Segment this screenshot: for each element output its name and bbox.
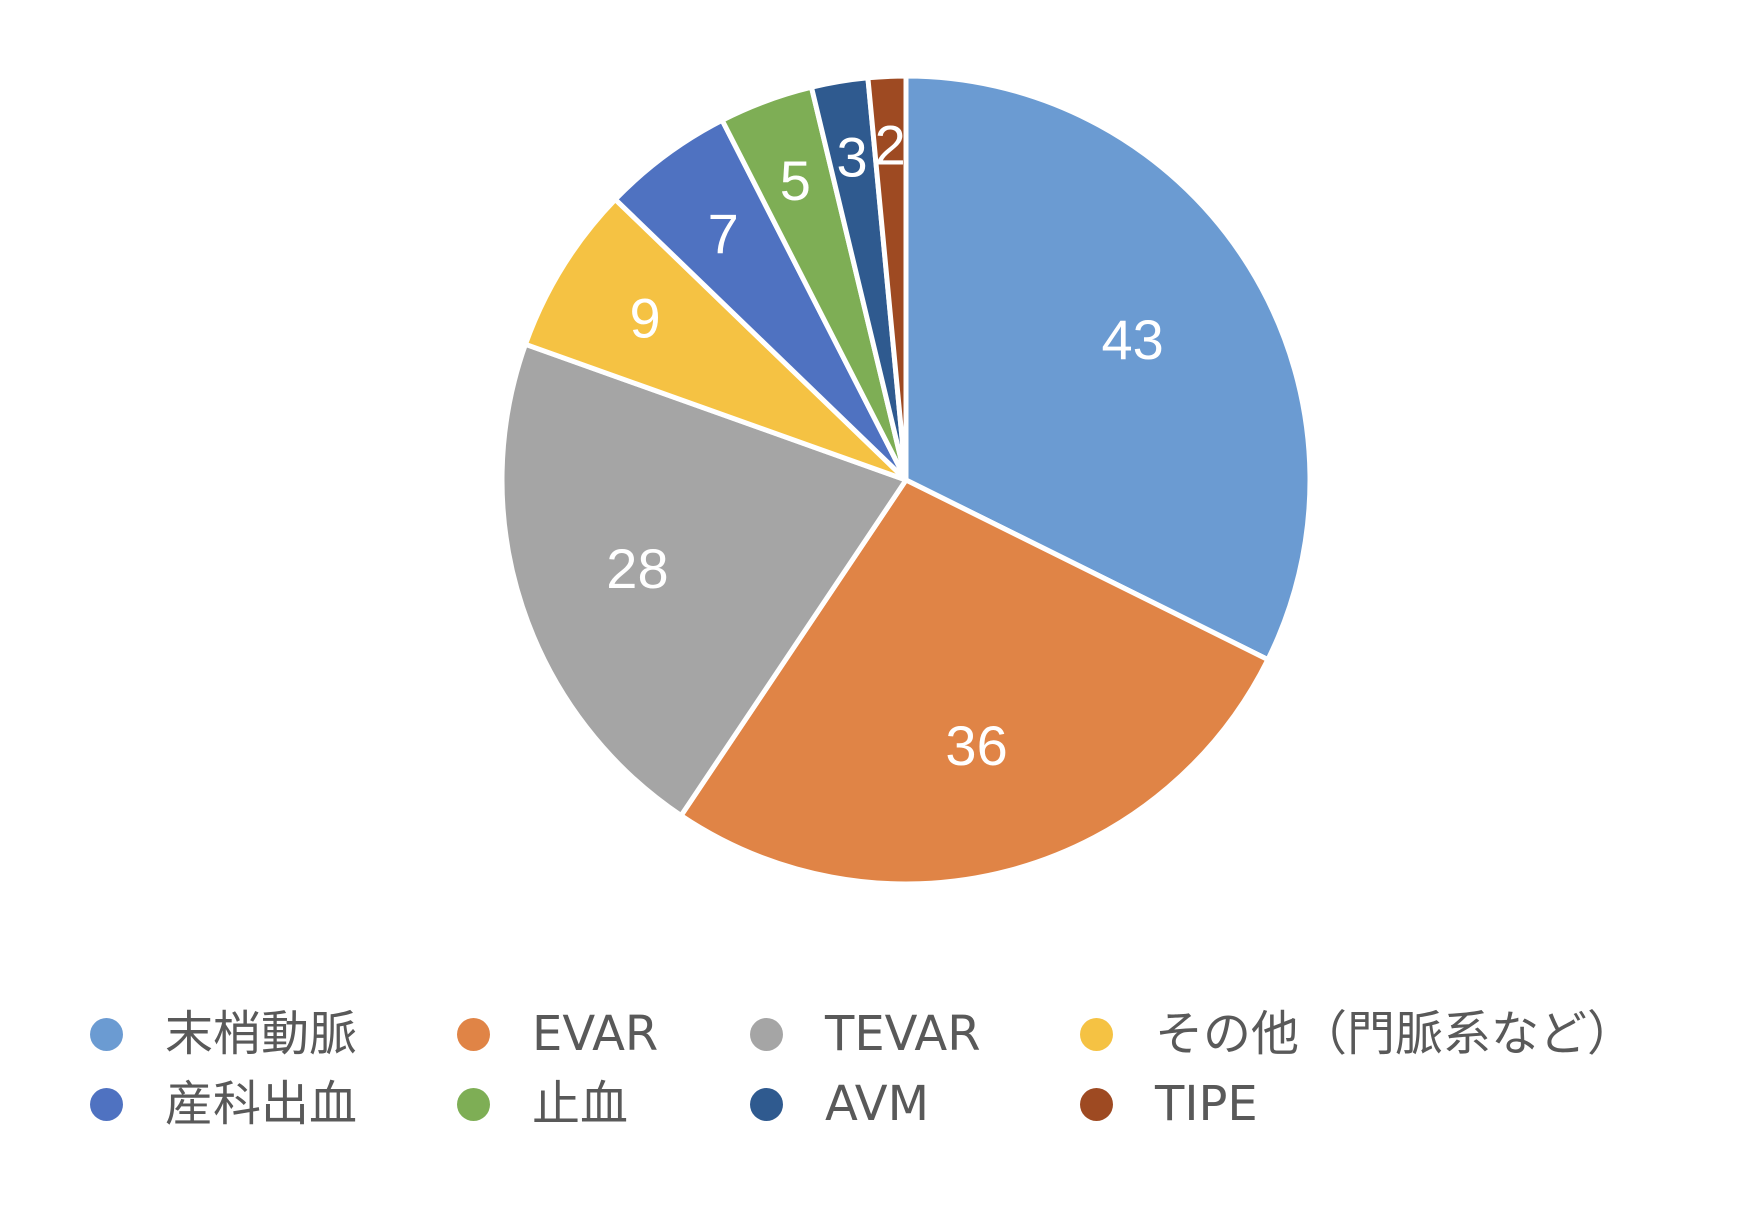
- legend-item-3: その他（門脈系など）: [1080, 1003, 1700, 1065]
- pie-slice-7: [865, 73, 909, 483]
- legend-item-2: TEVAR: [750, 1003, 1080, 1065]
- legend-label-5: 止血: [532, 1076, 629, 1132]
- legend-label-2: TEVAR: [825, 1006, 981, 1062]
- legend-marker-5: [457, 1087, 490, 1121]
- legend-item-4: 産科出血: [90, 1073, 457, 1135]
- legend-label-1: EVAR: [532, 1006, 659, 1062]
- legend: 末梢動脈 EVAR TEVAR その他（門脈系など） 産科出血 止血 AVM: [90, 1003, 1730, 1135]
- legend-label-7: TIPE: [1155, 1076, 1258, 1132]
- legend-marker-3: [1080, 1017, 1113, 1051]
- legend-marker-4: [90, 1087, 123, 1121]
- legend-label-3: その他（門脈系など）: [1155, 1006, 1636, 1062]
- data-label-7: 2: [875, 114, 906, 177]
- legend-item-7: TIPE: [1080, 1073, 1700, 1135]
- data-label-1: 36: [945, 714, 1007, 777]
- data-label-3: 9: [629, 287, 660, 350]
- data-label-5: 5: [780, 149, 811, 212]
- data-label-4: 7: [708, 202, 739, 265]
- legend-item-0: 末梢動脈: [90, 1003, 457, 1065]
- legend-marker-1: [457, 1017, 490, 1051]
- pie-data-labels: 43 36 28 975 3 2: [606, 114, 1163, 777]
- legend-label-0: 末梢動脈: [165, 1006, 358, 1062]
- pie-slice-1: [678, 477, 1271, 887]
- pie-slices: [499, 73, 1313, 887]
- legend-label-4: 産科出血: [165, 1076, 358, 1132]
- legend-label-6: AVM: [825, 1076, 930, 1132]
- data-label-6: 3: [837, 126, 868, 189]
- data-label-2: 28: [606, 537, 668, 600]
- legend-marker-0: [90, 1017, 123, 1051]
- pie-slice-0: [903, 73, 1313, 663]
- legend-marker-2: [750, 1017, 783, 1051]
- legend-item-5: 止血: [457, 1073, 750, 1135]
- pie-slice-2: [499, 341, 909, 819]
- legend-marker-7: [1080, 1087, 1113, 1121]
- pie-slice-3: [522, 196, 909, 483]
- legend-item-1: EVAR: [457, 1003, 750, 1065]
- data-label-0: 43: [1101, 308, 1163, 371]
- legend-marker-6: [750, 1087, 783, 1121]
- legend-item-6: AVM: [750, 1073, 1080, 1135]
